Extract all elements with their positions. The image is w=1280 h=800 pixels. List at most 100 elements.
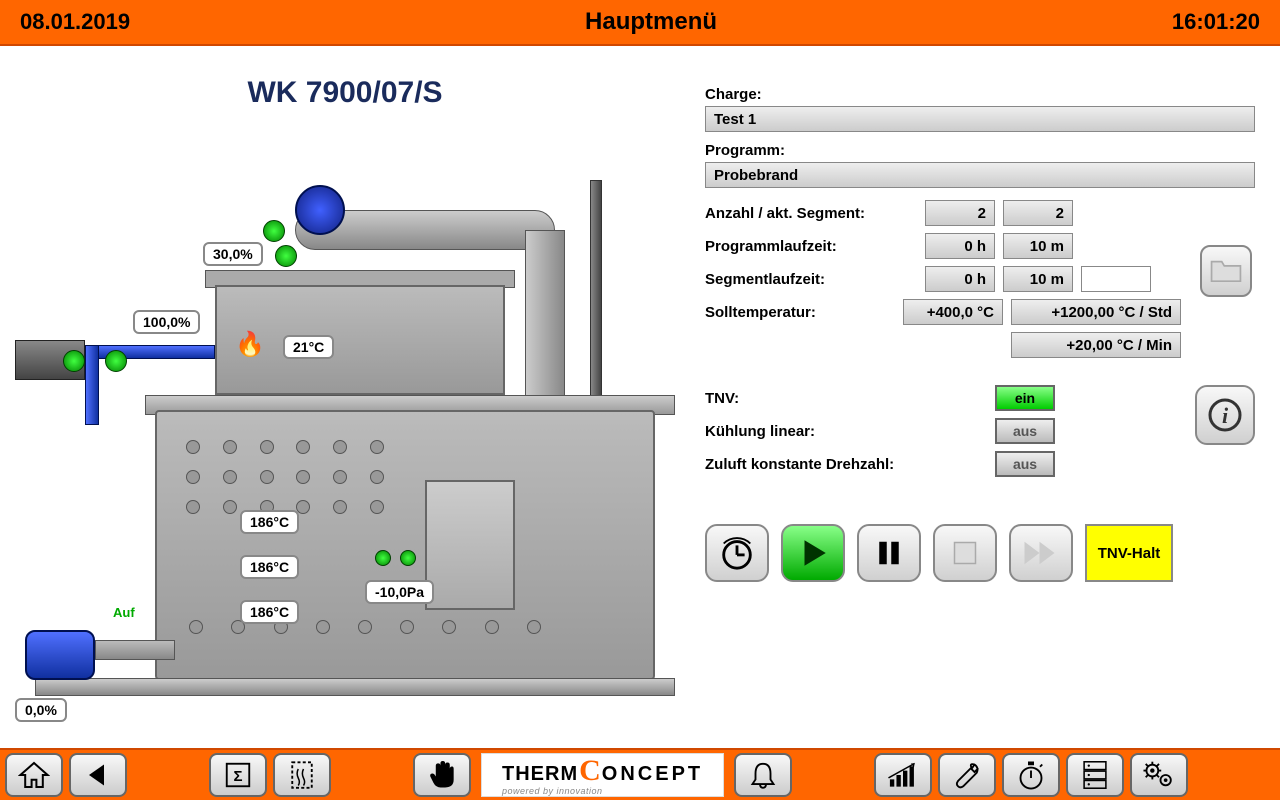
kuehl-toggle[interactable]: aus bbox=[995, 418, 1055, 444]
solltemp-value: +400,0 °C bbox=[903, 299, 1003, 325]
temp-label-2: 186°C bbox=[240, 555, 299, 579]
info-button[interactable]: i bbox=[1195, 385, 1255, 445]
kiln-base bbox=[35, 678, 675, 696]
prog-minutes: 10 m bbox=[1003, 233, 1073, 259]
heater-temp-label: 21°C bbox=[283, 335, 334, 359]
chimney bbox=[590, 180, 602, 400]
segment-current: 2 bbox=[1003, 200, 1073, 226]
tnv-label: TNV: bbox=[705, 390, 995, 407]
auf-label: Auf bbox=[113, 605, 135, 620]
fast-forward-icon bbox=[1022, 538, 1060, 568]
segment-count: 2 bbox=[925, 200, 995, 226]
zuluft-toggle[interactable]: aus bbox=[995, 451, 1055, 477]
stop-icon bbox=[950, 538, 980, 568]
vent-hole bbox=[485, 620, 499, 634]
programmlaufzeit-label: Programmlaufzeit: bbox=[705, 238, 925, 255]
blower-icon bbox=[25, 630, 95, 680]
data-button[interactable] bbox=[1066, 753, 1124, 797]
pause-icon bbox=[874, 536, 904, 570]
vent-hole bbox=[223, 440, 237, 454]
folder-icon bbox=[1209, 256, 1243, 286]
vent-hole bbox=[333, 470, 347, 484]
fast-forward-button[interactable] bbox=[1009, 524, 1073, 582]
vent-hole bbox=[296, 470, 310, 484]
back-arrow-icon bbox=[83, 761, 113, 789]
vent-hole bbox=[358, 620, 372, 634]
kiln-diagram: 🔥 30,0% 100,0% 21°C 186°C 186°C 186°C -1… bbox=[15, 150, 675, 710]
folder-button[interactable] bbox=[1200, 245, 1252, 297]
fan-icon bbox=[295, 185, 345, 235]
vent-row bbox=[175, 440, 395, 454]
status-dot-icon bbox=[400, 550, 416, 566]
solltemp-label: Solltemperatur: bbox=[705, 304, 903, 321]
vent-hole bbox=[370, 440, 384, 454]
logo-therm: THERM bbox=[502, 763, 578, 785]
charge-value[interactable]: Test 1 bbox=[705, 106, 1255, 132]
pct-label-30: 30,0% bbox=[203, 242, 263, 266]
alarm-button[interactable] bbox=[734, 753, 792, 797]
brand-logo: THERMCONCEPT powered by innovation bbox=[481, 753, 724, 797]
footer-bar: Σ THERMCONCEPT powered by innovation bbox=[0, 748, 1280, 800]
settings-button[interactable] bbox=[1130, 753, 1188, 797]
rate-std: +1200,00 °C / Std bbox=[1011, 299, 1181, 325]
rate-min-row: +20,00 °C / Min bbox=[705, 332, 1255, 358]
programm-value[interactable]: Probebrand bbox=[705, 162, 1255, 188]
stopwatch-icon bbox=[1016, 759, 1046, 791]
timer-button[interactable] bbox=[705, 524, 769, 582]
pressure-label: -10,0Pa bbox=[365, 580, 434, 604]
charge-label: Charge: bbox=[705, 86, 1255, 103]
outlet-pipe bbox=[95, 640, 175, 660]
main-area: WK 7900/07/S bbox=[0, 46, 1280, 748]
vent-hole bbox=[400, 620, 414, 634]
info-panel: Charge: Test 1 Programm: Probebrand Anza… bbox=[690, 46, 1280, 748]
svg-text:Σ: Σ bbox=[233, 768, 242, 785]
play-button[interactable] bbox=[781, 524, 845, 582]
tnv-halt-button[interactable]: TNV-Halt bbox=[1085, 524, 1173, 582]
manual-button[interactable] bbox=[413, 753, 471, 797]
logo-concept: ONCEPT bbox=[602, 763, 703, 785]
vent-row bbox=[175, 620, 555, 634]
vent-hole bbox=[296, 500, 310, 514]
stopwatch-button[interactable] bbox=[1002, 753, 1060, 797]
pct-label-100: 100,0% bbox=[133, 310, 200, 334]
vent-hole bbox=[260, 470, 274, 484]
seg-minutes: 10 m bbox=[1003, 266, 1073, 292]
trend-button[interactable] bbox=[874, 753, 932, 797]
home-icon bbox=[18, 760, 50, 790]
chart-icon bbox=[887, 761, 919, 789]
heating-icon bbox=[287, 759, 317, 791]
zuluft-label: Zuluft konstante Drehzahl: bbox=[705, 456, 995, 473]
tnv-toggle[interactable]: ein bbox=[995, 385, 1055, 411]
heating-button[interactable] bbox=[273, 753, 331, 797]
server-icon bbox=[1081, 759, 1109, 791]
pct-label-0: 0,0% bbox=[15, 698, 67, 722]
hand-icon bbox=[428, 759, 456, 791]
stop-button[interactable] bbox=[933, 524, 997, 582]
pause-button[interactable] bbox=[857, 524, 921, 582]
programmlaufzeit-row: Programmlaufzeit: 0 h 10 m bbox=[705, 233, 1255, 259]
vent-hole bbox=[260, 440, 274, 454]
vent-hole bbox=[186, 500, 200, 514]
status-dot-icon bbox=[263, 220, 285, 242]
header-date: 08.01.2019 bbox=[20, 9, 130, 35]
control-panel-box bbox=[425, 480, 515, 610]
vent-hole bbox=[186, 440, 200, 454]
temp-label-1: 186°C bbox=[240, 510, 299, 534]
tnv-row: TNV: ein bbox=[705, 385, 1195, 411]
header-bar: 08.01.2019 Hauptmenü 16:01:20 bbox=[0, 0, 1280, 46]
program-button[interactable]: Σ bbox=[209, 753, 267, 797]
service-button[interactable] bbox=[938, 753, 996, 797]
vent-hole bbox=[186, 470, 200, 484]
gears-icon bbox=[1142, 760, 1176, 790]
status-dot-icon bbox=[375, 550, 391, 566]
timer-icon bbox=[718, 534, 756, 572]
seg-hours: 0 h bbox=[925, 266, 995, 292]
vent-hole bbox=[333, 500, 347, 514]
logo-tagline: powered by innovation bbox=[502, 786, 703, 796]
status-dot-icon bbox=[275, 245, 297, 267]
home-button[interactable] bbox=[5, 753, 63, 797]
bell-icon bbox=[748, 760, 778, 790]
status-dot-icon bbox=[105, 350, 127, 372]
wrench-icon bbox=[951, 760, 983, 790]
back-button[interactable] bbox=[69, 753, 127, 797]
